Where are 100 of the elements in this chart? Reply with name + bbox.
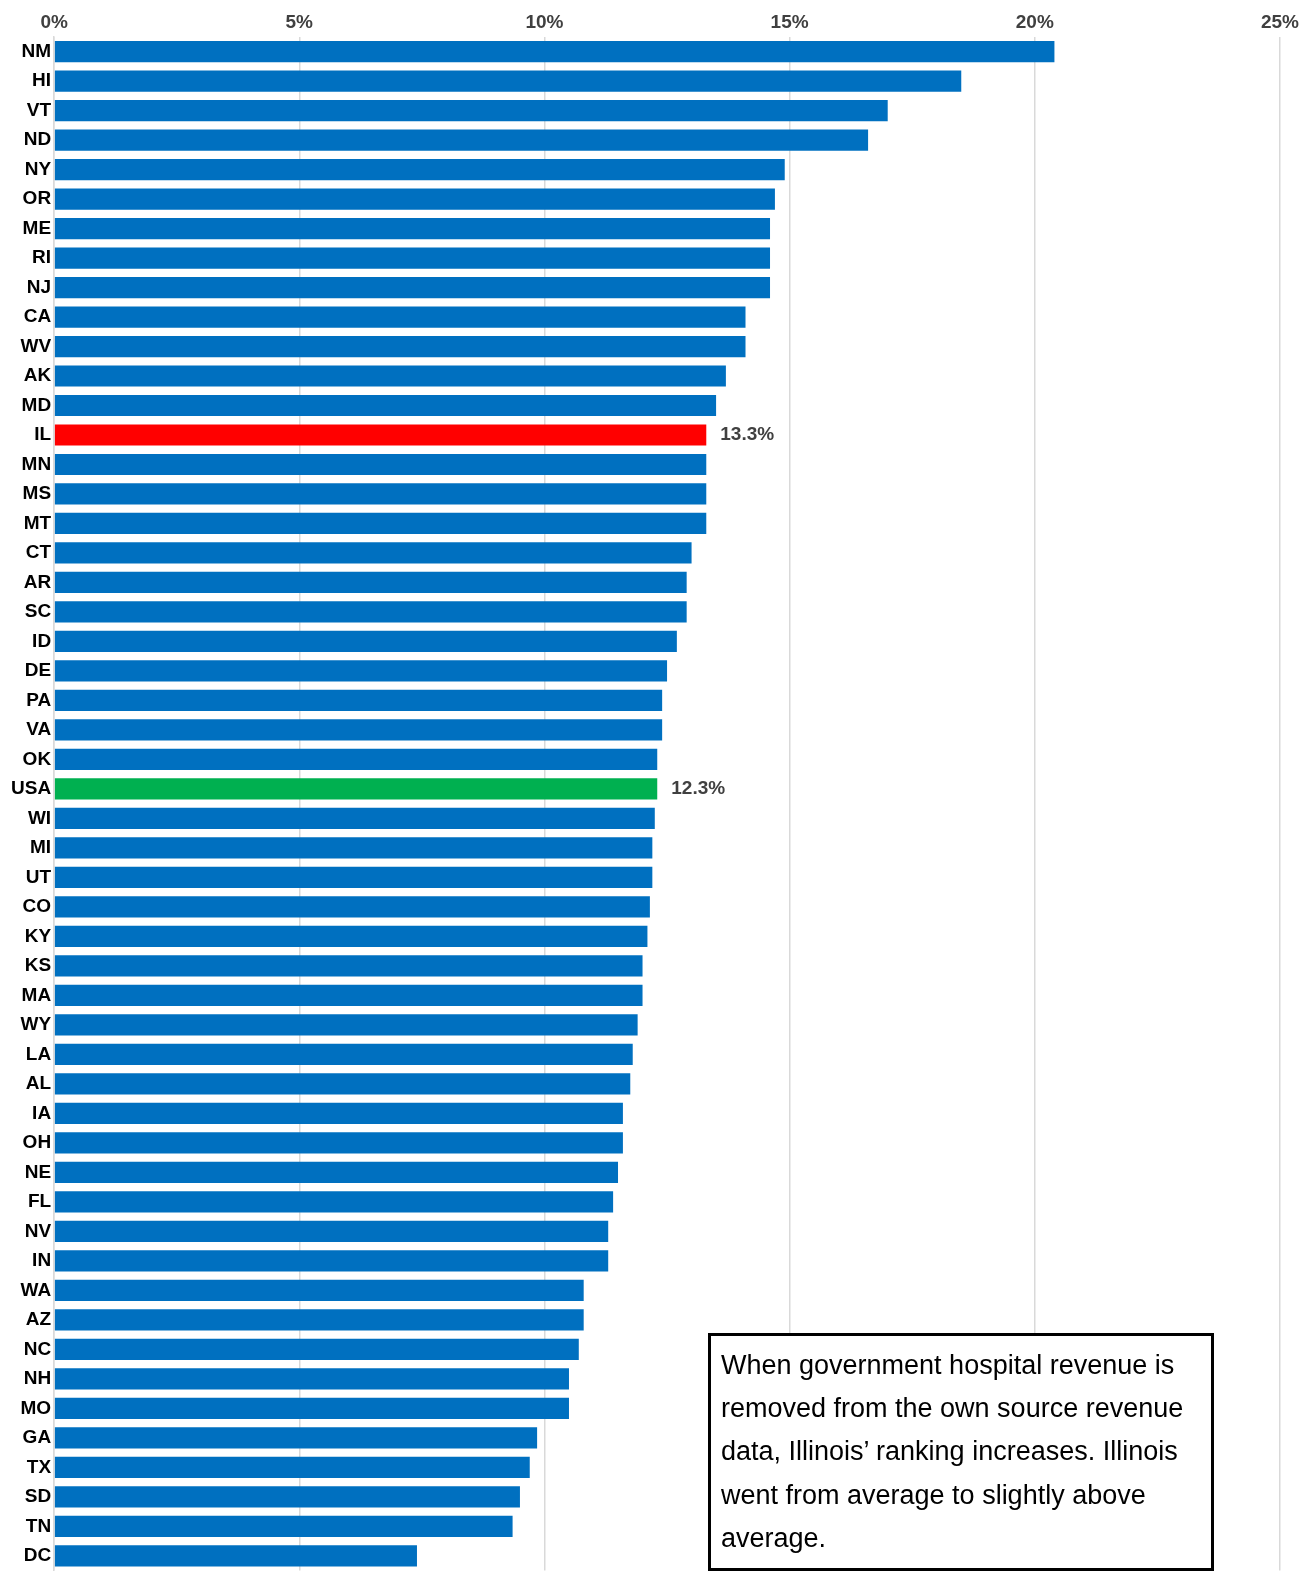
y-tick-label: MD — [21, 393, 52, 415]
y-tick-label: DC — [23, 1544, 52, 1566]
y-tick-label: GA — [22, 1426, 52, 1448]
bar — [54, 748, 658, 771]
bar — [54, 1368, 569, 1390]
x-tick-label: 15% — [770, 10, 809, 32]
y-tick-label: USA — [10, 777, 52, 799]
y-tick-label: NM — [21, 39, 52, 61]
y-tick-label: AL — [25, 1072, 52, 1094]
bar — [54, 807, 655, 830]
bar — [54, 1161, 619, 1184]
y-tick-label: OR — [22, 187, 52, 209]
bar — [54, 394, 717, 417]
y-tick-label: OK — [22, 747, 52, 769]
y-tick-label: LA — [25, 1042, 52, 1064]
y-tick-label: ID — [32, 629, 52, 651]
y-tick-label: UT — [25, 865, 52, 887]
bar — [54, 601, 687, 623]
y-tick-label: ND — [23, 128, 52, 150]
y-tick-label: MA — [21, 983, 52, 1005]
bar — [54, 40, 1055, 63]
y-tick-label: IL — [34, 423, 52, 445]
bar — [54, 335, 746, 358]
y-tick-label: SD — [24, 1485, 52, 1507]
y-tick-label: VA — [26, 718, 52, 740]
bar — [54, 542, 692, 564]
y-tick-label: CT — [25, 541, 52, 563]
bar — [54, 306, 746, 328]
bar — [54, 1132, 623, 1154]
y-tick-label: CO — [22, 895, 52, 917]
y-tick-label: CA — [23, 305, 52, 327]
bar — [54, 719, 663, 741]
x-tick-label: 20% — [1015, 10, 1054, 32]
y-tick-label: MS — [22, 482, 52, 504]
y-tick-label: ME — [22, 216, 52, 238]
bar — [54, 453, 707, 476]
x-tick-label: 25% — [1260, 10, 1300, 32]
bar — [54, 1220, 609, 1243]
y-tick-label: NY — [24, 157, 52, 179]
y-tick-label: NH — [23, 1367, 52, 1389]
bar — [54, 70, 962, 92]
bar — [54, 660, 668, 682]
bar — [54, 158, 785, 181]
bar — [54, 276, 771, 299]
bar — [54, 778, 658, 800]
y-tick-label: WI — [27, 806, 52, 828]
bar — [54, 1191, 614, 1213]
bar — [54, 1309, 584, 1331]
y-tick-label: KS — [24, 954, 52, 976]
bar — [54, 571, 687, 594]
bar — [54, 188, 775, 210]
y-tick-label: WV — [20, 334, 52, 356]
y-tick-label: AK — [23, 364, 52, 386]
y-tick-label: RI — [32, 246, 52, 268]
bar — [54, 837, 653, 859]
bar — [54, 1279, 584, 1302]
x-tick-label: 5% — [285, 10, 314, 32]
x-tick-label: 0% — [40, 10, 68, 32]
y-tick-label: KY — [24, 924, 52, 946]
y-tick-label: MT — [23, 511, 52, 533]
y-tick-label: OH — [22, 1131, 52, 1153]
bar — [54, 512, 707, 535]
y-tick-label: MN — [21, 452, 52, 474]
y-tick-label: NJ — [26, 275, 52, 297]
bar — [54, 866, 653, 889]
y-tick-label: SC — [24, 600, 52, 622]
y-tick-label: DE — [24, 659, 52, 681]
y-tick-label: MO — [20, 1396, 52, 1418]
y-tick-label: VT — [26, 98, 52, 120]
y-tick-label: NC — [23, 1337, 52, 1359]
y-tick-label: TX — [26, 1455, 52, 1477]
y-tick-label: IA — [32, 1101, 52, 1123]
bar — [54, 247, 771, 269]
bar — [54, 1427, 538, 1449]
bar — [54, 1515, 513, 1537]
bar — [54, 1486, 520, 1508]
bar — [54, 630, 677, 653]
bar — [54, 483, 707, 505]
y-tick-label: MI — [30, 836, 52, 858]
bar — [54, 1014, 638, 1036]
bar — [54, 1397, 569, 1419]
bar — [54, 1250, 609, 1272]
y-tick-label: PA — [26, 688, 52, 710]
y-tick-label: TN — [25, 1514, 52, 1536]
y-tick-label: FL — [27, 1190, 52, 1212]
bar — [54, 689, 663, 712]
y-tick-label: HI — [32, 69, 52, 91]
data-label: 12.3% — [671, 777, 726, 799]
bar — [54, 99, 888, 122]
bar — [54, 365, 726, 387]
bar — [54, 217, 771, 240]
bar — [54, 925, 648, 948]
y-tick-label: NV — [24, 1219, 52, 1241]
y-tick-label: WA — [20, 1278, 52, 1300]
bar — [54, 984, 643, 1007]
y-tick-label: AR — [23, 570, 52, 592]
y-tick-label: NE — [24, 1160, 52, 1182]
y-tick-label: AZ — [25, 1308, 52, 1330]
bar — [54, 424, 707, 446]
bar — [54, 1043, 633, 1066]
